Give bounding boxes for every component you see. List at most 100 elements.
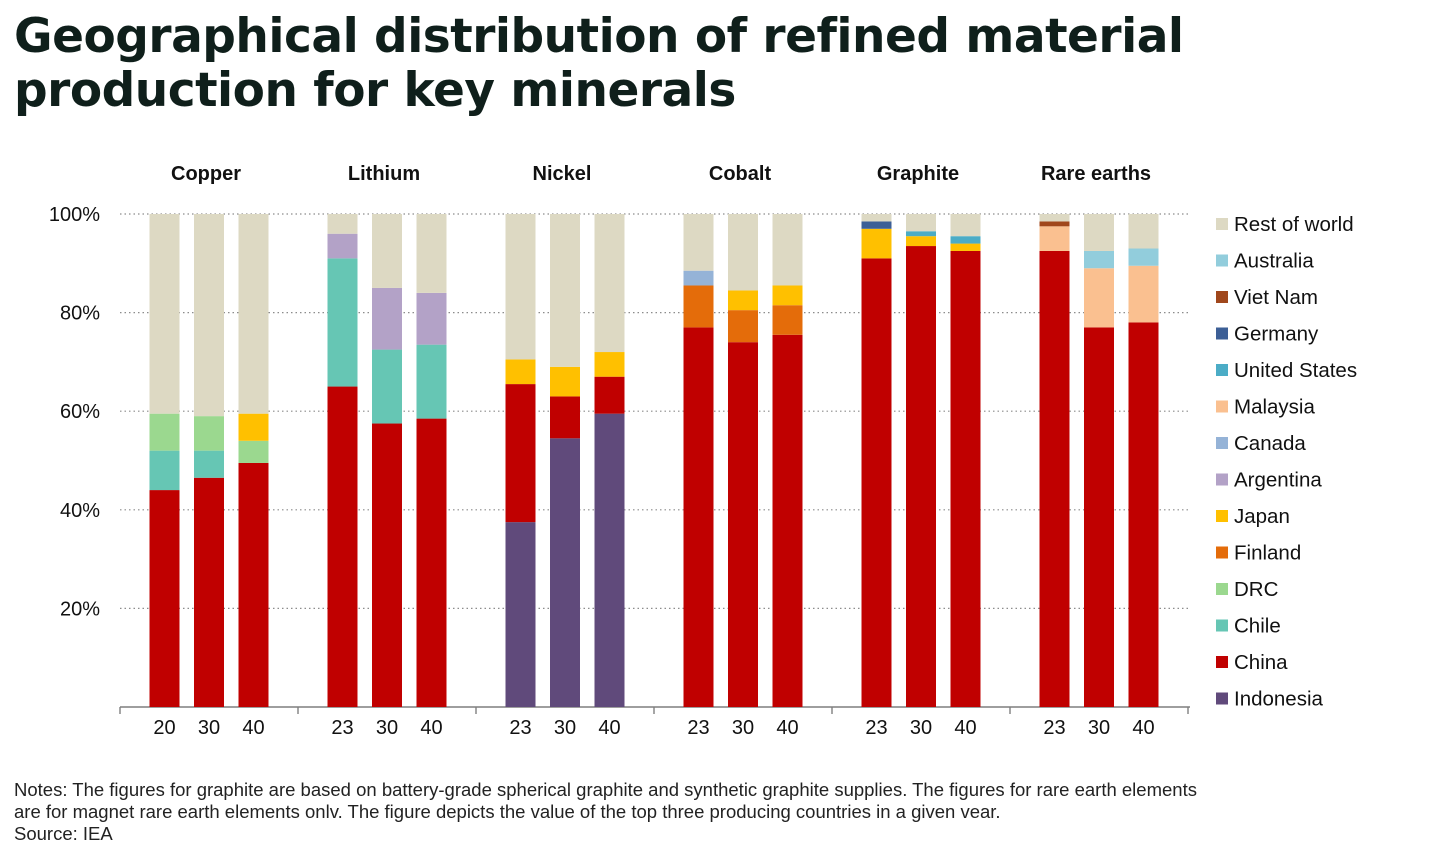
x-tick-label: 40	[242, 717, 264, 739]
bar-segment-lithium-23-rest-of-world	[327, 214, 358, 234]
legend-swatch-united-states	[1216, 364, 1228, 376]
y-tick-label: 20%	[60, 598, 100, 620]
bar-segment-cobalt-23-china	[683, 327, 714, 707]
x-tick-label: 23	[687, 717, 709, 739]
bar-segment-cobalt-40-rest-of-world	[772, 214, 803, 286]
legend-label-united-states: United States	[1234, 359, 1357, 382]
legend-swatch-indonesia	[1216, 692, 1228, 705]
legend-label-rest-of-world: Rest of world	[1234, 213, 1354, 236]
bar-segment-nickel-23-rest-of-world	[505, 214, 536, 360]
bar-segment-graphite-40-united-states	[950, 236, 981, 244]
legend-label-indonesia: Indonesia	[1234, 688, 1324, 711]
bar-segment-copper-40-rest-of-world	[238, 214, 269, 414]
group-label-copper: Copper	[171, 163, 241, 185]
bar-segment-nickel-23-indonesia	[505, 522, 536, 707]
bar-segment-lithium-40-chile	[416, 344, 447, 419]
bar-segment-copper-20-chile	[149, 450, 180, 491]
bar-segment-cobalt-40-finland	[772, 305, 803, 335]
bar-segment-copper-20-china	[149, 490, 180, 707]
bar-segment-nickel-30-japan	[550, 366, 580, 397]
bar-segment-copper-40-china	[238, 462, 269, 707]
group-label-cobalt: Cobalt	[709, 163, 772, 185]
bar-segment-copper-20-rest-of-world	[149, 214, 180, 414]
group-label-graphite: Graphite	[877, 163, 959, 185]
legend-label-chile: Chile	[1234, 615, 1281, 638]
y-tick-label: 60%	[60, 401, 100, 423]
bar-segment-lithium-23-argentina	[327, 233, 358, 259]
bar-segment-copper-40-japan	[238, 413, 269, 441]
bar-segment-nickel-40-china	[594, 376, 625, 414]
x-tick-label: 30	[910, 717, 932, 739]
bar-segment-graphite-40-rest-of-world	[950, 214, 981, 237]
bar-segment-graphite-30-rest-of-world	[906, 214, 936, 232]
legend-swatch-rest-of-world	[1216, 218, 1228, 230]
legend-swatch-canada	[1216, 437, 1228, 449]
bar-segment-rare-earths-40-china	[1128, 322, 1159, 707]
legend-swatch-japan	[1216, 510, 1228, 522]
bar-segment-copper-20-drc	[149, 413, 180, 451]
bar-segment-copper-30-china	[194, 477, 224, 707]
x-tick-label: 40	[1132, 717, 1154, 739]
x-tick-label: 30	[1088, 717, 1110, 739]
x-tick-label: 30	[732, 717, 754, 739]
group-label-nickel: Nickel	[533, 163, 592, 185]
bar-segment-rare-earths-40-australia	[1128, 248, 1159, 266]
x-tick-label: 40	[776, 717, 798, 739]
bar-segment-lithium-40-rest-of-world	[416, 214, 447, 293]
bar-segment-nickel-23-japan	[505, 359, 536, 385]
bar-segment-cobalt-30-japan	[728, 290, 758, 311]
legend-label-malaysia: Malaysia	[1234, 396, 1315, 419]
x-tick-label: 23	[865, 717, 887, 739]
bar-segment-rare-earths-40-malaysia	[1128, 265, 1159, 323]
bar-segment-nickel-23-china	[505, 384, 536, 523]
bar-segment-nickel-30-indonesia	[550, 438, 580, 707]
legend-label-germany: Germany	[1234, 323, 1319, 346]
chart-notes: Notes: The figures for graphite are base…	[14, 779, 1444, 845]
bar-segment-nickel-40-indonesia	[594, 413, 625, 707]
bar-segment-lithium-30-china	[372, 423, 402, 707]
bar-segment-nickel-40-japan	[594, 352, 625, 377]
page-title: Geographical distribution of refined mat…	[14, 10, 1434, 118]
bar-segment-copper-30-chile	[194, 450, 224, 478]
bar-segment-graphite-23-japan	[861, 228, 892, 259]
y-tick-label: 40%	[60, 500, 100, 522]
x-tick-label: 23	[509, 717, 531, 739]
bar-segment-rare-earths-23-rest-of-world	[1039, 214, 1070, 222]
bar-segment-rare-earths-30-china	[1084, 327, 1114, 707]
bar-segment-graphite-40-japan	[950, 243, 981, 251]
title-line-2: production for key minerals	[14, 63, 736, 118]
bar-segment-lithium-40-china	[416, 418, 447, 707]
bar-segment-cobalt-30-china	[728, 342, 758, 707]
x-tick-label: 23	[1043, 717, 1065, 739]
x-tick-label: 40	[954, 717, 976, 739]
bar-segment-graphite-23-rest-of-world	[861, 214, 892, 222]
bar-segment-cobalt-40-japan	[772, 285, 803, 306]
bar-segment-nickel-30-rest-of-world	[550, 214, 580, 367]
bar-segment-graphite-30-china	[906, 246, 936, 708]
x-tick-label: 40	[420, 717, 442, 739]
bar-segment-cobalt-30-rest-of-world	[728, 214, 758, 291]
bar-segment-cobalt-23-canada	[683, 270, 714, 286]
y-tick-label: 80%	[60, 303, 100, 325]
legend-label-viet-nam: Viet Nam	[1234, 286, 1318, 309]
bar-segment-rare-earths-23-china	[1039, 250, 1070, 707]
bar-segment-lithium-30-chile	[372, 349, 402, 424]
bar-segment-lithium-23-chile	[327, 258, 358, 387]
bar-segment-cobalt-23-rest-of-world	[683, 214, 714, 271]
legend-swatch-australia	[1216, 254, 1228, 267]
x-tick-label: 23	[331, 717, 353, 739]
legend-swatch-china	[1216, 656, 1228, 668]
legend-label-argentina: Argentina	[1234, 469, 1322, 492]
x-tick-label: 20	[153, 717, 175, 739]
x-tick-label: 40	[598, 717, 620, 739]
title-line-1: Geographical distribution of refined mat…	[14, 9, 1184, 64]
x-tick-label: 30	[554, 717, 576, 739]
legend-label-china: China	[1234, 651, 1288, 674]
legend-label-drc: DRC	[1234, 578, 1279, 601]
group-label-rare-earths: Rare earths	[1041, 163, 1151, 185]
legend-label-finland: Finland	[1234, 542, 1301, 565]
legend-label-canada: Canada	[1234, 432, 1306, 455]
bar-segment-rare-earths-23-malaysia	[1039, 226, 1070, 251]
group-label-lithium: Lithium	[348, 163, 420, 185]
legend-swatch-drc	[1216, 583, 1228, 595]
